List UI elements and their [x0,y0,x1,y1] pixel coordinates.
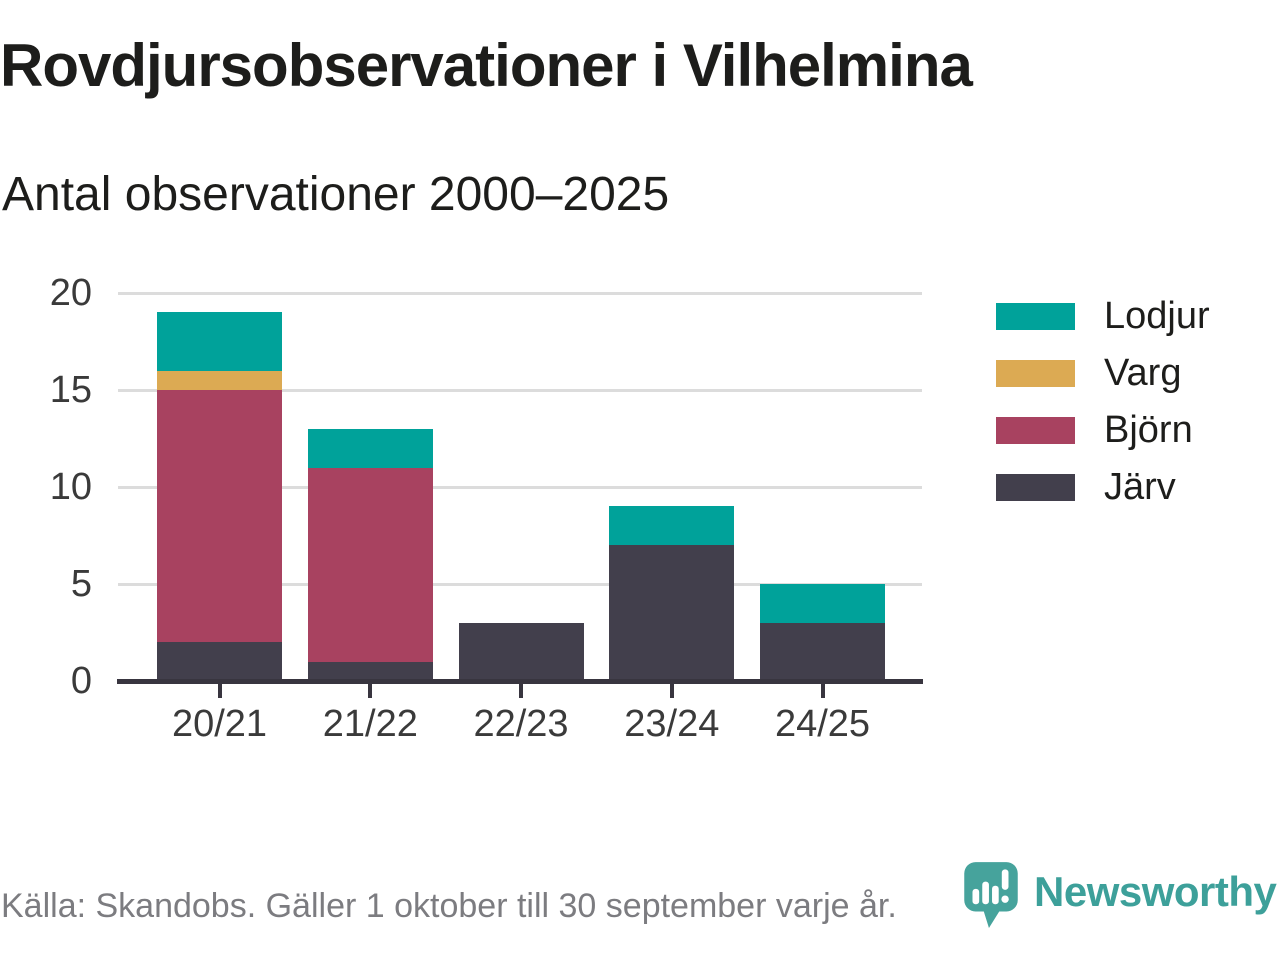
x-axis-line [117,679,923,684]
x-axis-tick [820,684,825,698]
source-note: Källa: Skandobs. Gäller 1 oktober till 3… [1,887,897,925]
gridline [118,582,922,586]
logo-bar-2 [982,881,989,905]
chart-subtitle: Antal observationer 2000–2025 [2,168,670,221]
x-axis-label: 24/25 [774,703,871,745]
logo-bar-1 [972,888,980,905]
bar-segment-lodjur [157,312,282,371]
x-axis-label: 23/24 [624,703,720,745]
newsworthy-wordmark: Newsworthy [1034,868,1277,915]
x-axis-tick [669,684,674,698]
legend-label: Varg [1104,352,1182,394]
legend-label: Järv [1104,466,1176,508]
gridline [118,291,922,295]
y-axis-label: 5 [70,563,92,605]
bar-segment-bjrn [307,467,433,662]
bar-segment-jrv [157,642,282,681]
y-axis-label: 20 [49,272,92,314]
bar-segment-lodjur [307,428,433,468]
logo-exclamation-dot [1001,895,1009,903]
bar-segment-lodjur [760,584,885,623]
x-axis-tick [368,684,373,698]
bar-segment-varg [157,370,282,390]
legend-swatch [996,474,1075,501]
x-axis-tick [217,684,222,698]
bar-segment-jrv [760,622,885,681]
bar-segment-bjrn [157,390,282,643]
x-axis-tick [519,684,523,698]
y-axis-label: 10 [49,466,92,508]
legend-swatch [996,360,1075,387]
plot-area: 0 5 10 15 20 20/21 21/22 22/23 23/24 24/25 Lodjur V… [0,240,1280,800]
x-axis-label: 22/23 [473,703,569,745]
legend-swatch [996,417,1075,444]
x-axis-label: 21/22 [322,703,418,745]
y-axis-label: 0 [70,660,92,702]
bar-segment-lodjur [609,506,735,546]
gridline [118,388,922,392]
legend-label: Lodjur [1104,295,1210,337]
bar-segment-jrv [458,622,584,681]
logo-bar-3 [992,885,999,905]
newsworthy-logo-icon [964,862,1018,928]
chart-title: Rovdjursobservationer i Vilhelmina [0,32,973,99]
gridline [118,485,922,489]
logo-exclamation-stem [1001,869,1009,890]
speech-bubble-shape [964,862,1018,928]
x-axis-label: 20/21 [171,703,268,745]
legend-label: Björn [1104,409,1193,451]
bar-segment-jrv [609,545,735,681]
bar-segment-jrv [307,661,433,681]
y-axis-label: 15 [49,369,92,411]
legend-swatch [996,303,1075,330]
